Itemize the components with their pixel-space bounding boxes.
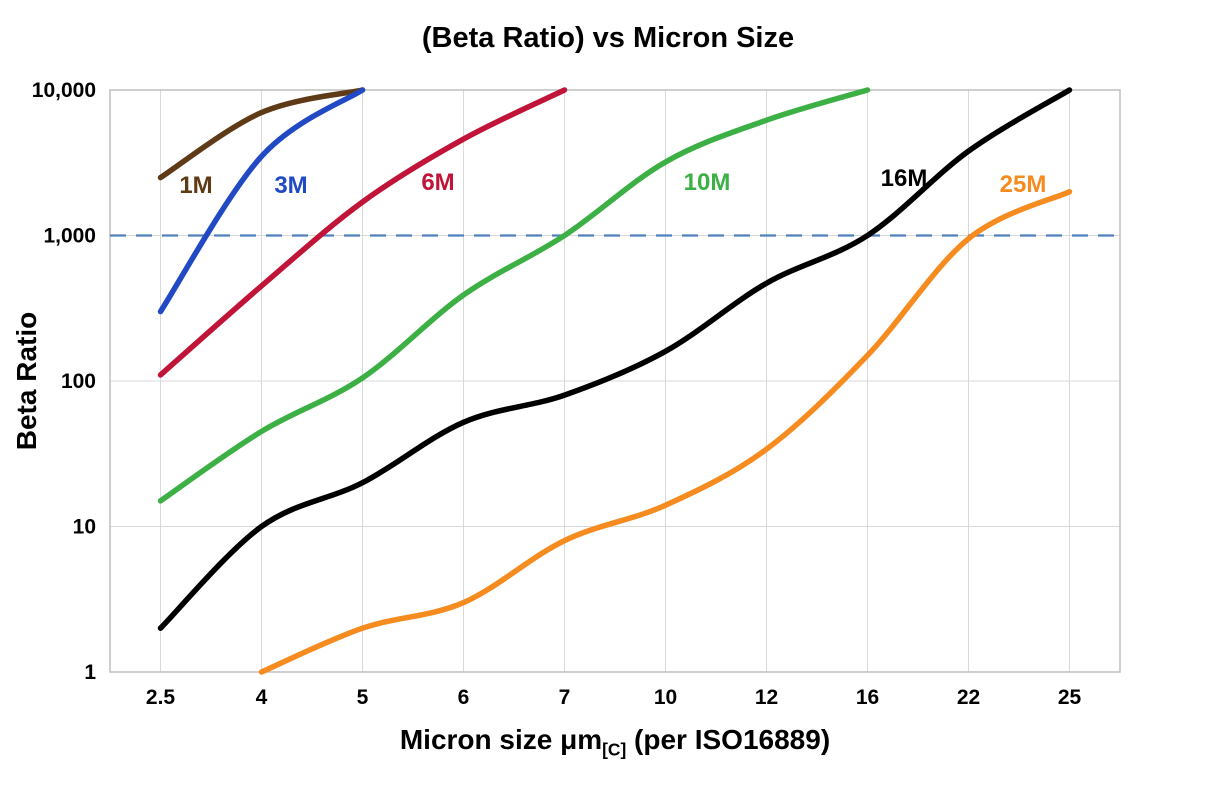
series-label-16M: 16M — [881, 165, 928, 192]
x-axis-title-tail: (per ISO16889) — [626, 724, 831, 755]
x-tick-label: 12 — [755, 686, 778, 709]
y-tick-label: 10 — [73, 516, 96, 539]
series-curve-6M — [157, 87, 568, 378]
x-tick-label: 2.5 — [146, 686, 176, 709]
series-curve-10M — [157, 87, 871, 504]
x-axis-title: Micron size μm[C] (per ISO16889) — [110, 724, 1120, 761]
x-tick-label: 6 — [458, 686, 470, 709]
chart-title: (Beta Ratio) vs Micron Size — [421, 22, 795, 54]
x-tick-label: 22 — [957, 686, 980, 709]
y-tick-label: 100 — [61, 370, 96, 393]
series-label-10M: 10M — [684, 169, 731, 196]
plot-border — [109, 89, 1121, 673]
x-axis-title-sub: [C] — [602, 739, 627, 760]
series-curve-25M — [258, 188, 1073, 675]
series-curve-16M — [157, 87, 1073, 631]
series-label-3M: 3M — [274, 172, 307, 199]
x-tick-label: 25 — [1058, 686, 1082, 709]
series-curve-3M — [157, 87, 366, 315]
x-tick-label: 10 — [654, 686, 677, 709]
x-tick-label: 16 — [856, 686, 879, 709]
y-tick-label: 10,000 — [32, 79, 96, 102]
x-axis-title-main: Micron size μm — [399, 724, 603, 755]
y-tick-label: 1 — [84, 661, 96, 684]
series-label-6M: 6M — [421, 169, 454, 196]
series-label-25M: 25M — [1000, 171, 1047, 198]
y-tick-label: 1,000 — [43, 225, 96, 248]
series-label-1M: 1M — [179, 172, 212, 199]
x-tick-label: 7 — [559, 686, 571, 709]
series-curve-1M — [157, 87, 366, 181]
x-tick-label: 4 — [256, 686, 268, 709]
x-tick-label: 5 — [357, 686, 369, 709]
